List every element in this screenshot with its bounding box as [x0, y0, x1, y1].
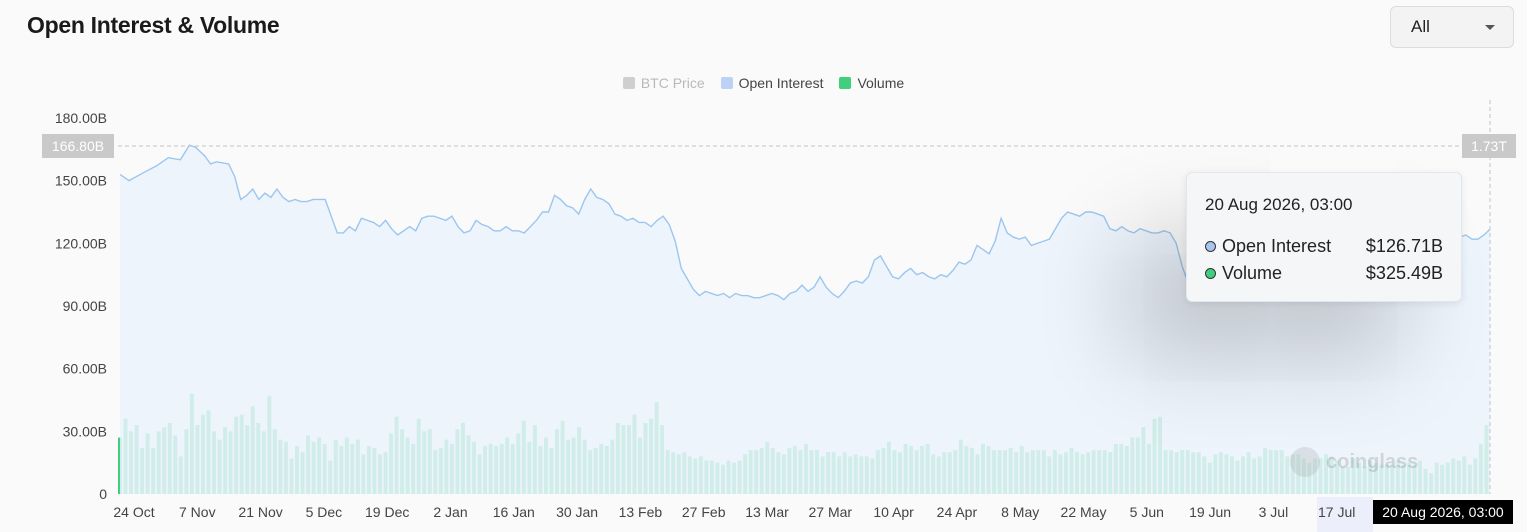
- legend-item-open-interest[interactable]: Open Interest: [720, 75, 824, 91]
- watermark-text: coinglass: [1326, 450, 1419, 473]
- x-tick-label: 10 Apr: [873, 504, 914, 520]
- legend-label-open-interest: Open Interest: [738, 75, 824, 91]
- chart-tooltip: 20 Aug 2026, 03:00 Open Interest $126.71…: [1186, 172, 1462, 302]
- open-interest-area: [120, 145, 1490, 494]
- x-tick-label: 30 Jan: [556, 504, 598, 520]
- x-tick-label: 8 May: [1001, 504, 1039, 520]
- x-tick-label: 13 Mar: [745, 504, 789, 520]
- legend-swatch-btc-price: [622, 77, 635, 89]
- crosshair-x-highlight: [1317, 497, 1373, 532]
- x-tick-label: 22 May: [1061, 504, 1107, 520]
- legend-item-volume[interactable]: Volume: [839, 75, 904, 91]
- x-tick-label: 27 Feb: [682, 504, 726, 520]
- x-tick-label: 24 Oct: [113, 504, 154, 520]
- tooltip-row-open-interest: Open Interest $126.71B: [1205, 233, 1443, 260]
- x-tick-label: 24 Apr: [937, 504, 978, 520]
- y-tick-label: 90.00B: [63, 298, 107, 314]
- coinglass-watermark: coinglass: [1290, 447, 1418, 477]
- time-range-select[interactable]: All: [1390, 6, 1514, 48]
- tooltip-dot-open-interest: [1205, 241, 1216, 252]
- page-title: Open Interest & Volume: [27, 12, 280, 38]
- x-axis: 24 Oct 7 Nov 21 Nov 5 Dec 19 Dec 2 Jan 16 Jan 3…: [113, 504, 1355, 520]
- tooltip-row-volume: Volume $325.49B: [1205, 260, 1443, 287]
- time-range-value: All: [1411, 17, 1430, 36]
- volume-bar: [118, 437, 122, 494]
- tooltip-label-volume: Volume: [1222, 263, 1283, 283]
- crosshair-right-value: 1.73T: [1471, 138, 1507, 154]
- y-tick-label: 120.00B: [55, 235, 107, 251]
- x-tick-label: 2 Jan: [433, 504, 467, 520]
- x-tick-label: 7 Nov: [179, 504, 216, 520]
- y-tick-label: 150.00B: [55, 173, 107, 189]
- legend-swatch-open-interest: [720, 77, 733, 89]
- tooltip-dot-volume: [1205, 268, 1216, 279]
- y-axis: 0 30.00B 60.00B 90.00B 120.00B 150.00B 180.00B: [55, 110, 107, 502]
- x-tick-label: 19 Dec: [365, 504, 409, 520]
- x-tick-label: 27 Mar: [809, 504, 853, 520]
- crosshair-right-label: 1.73T: [1462, 134, 1516, 158]
- tooltip-date: 20 Aug 2026, 03:00: [1205, 195, 1353, 214]
- chart-legend: BTC Price Open Interest Volume: [0, 75, 1527, 91]
- x-tick-label: 21 Nov: [238, 504, 282, 520]
- legend-label-volume: Volume: [857, 75, 905, 91]
- tooltip-label-open-interest: Open Interest: [1222, 236, 1332, 256]
- x-tick-label: 3 Jul: [1259, 504, 1289, 520]
- y-tick-label: 30.00B: [63, 423, 107, 439]
- legend-label-btc-price: BTC Price: [640, 75, 705, 91]
- legend-swatch-volume: [839, 77, 852, 89]
- x-tick-label: 17 Jul: [1318, 504, 1355, 520]
- x-tick-label: 5 Jun: [1130, 504, 1164, 520]
- tooltip-value-open-interest: $126.71B: [1365, 236, 1443, 256]
- crosshair-date-label: 20 Aug 2026, 03:00: [1373, 500, 1513, 524]
- y-tick-label: 180.00B: [55, 110, 107, 126]
- coinglass-logo-icon: [1290, 447, 1320, 477]
- x-tick-label: 16 Jan: [493, 504, 535, 520]
- crosshair-left-label: 166.80B: [42, 134, 114, 158]
- tooltip-value-volume: $325.49B: [1365, 263, 1443, 283]
- x-tick-label: 19 Jun: [1189, 504, 1231, 520]
- chevron-down-icon: [1485, 24, 1495, 30]
- x-tick-label: 5 Dec: [306, 504, 343, 520]
- y-tick-label: 60.00B: [63, 361, 107, 377]
- legend-item-btc-price[interactable]: BTC Price: [622, 75, 705, 91]
- x-tick-label: 13 Feb: [619, 504, 663, 520]
- crosshair-left-value: 166.80B: [52, 138, 104, 154]
- y-tick-label: 0: [99, 486, 107, 502]
